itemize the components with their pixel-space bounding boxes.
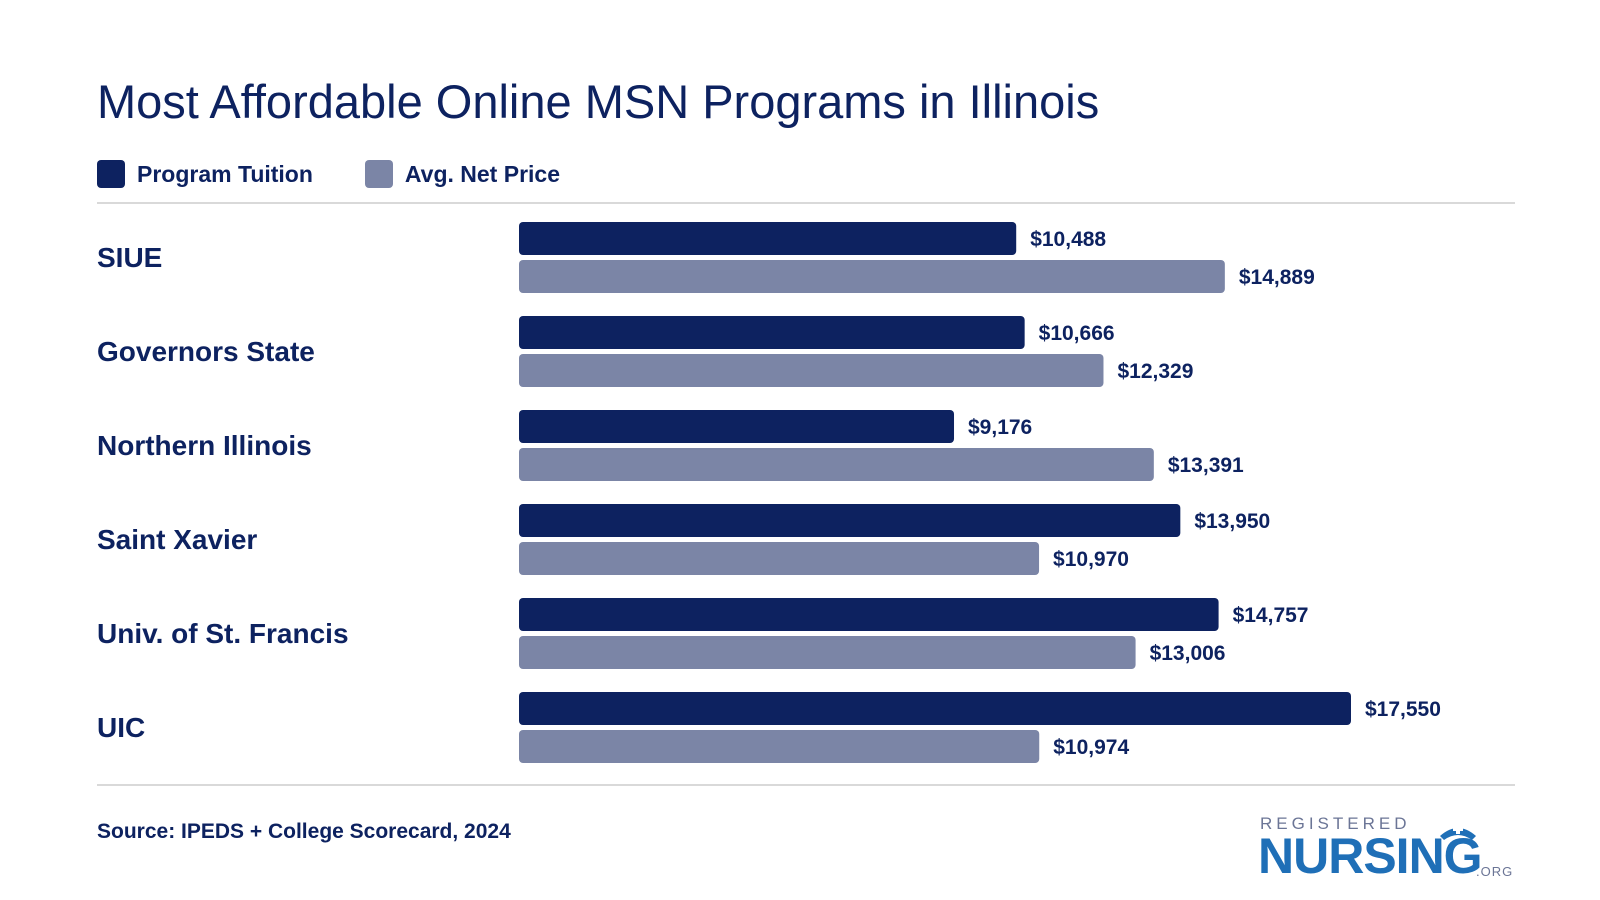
bar-avg-net-price-univ-of-st-francis (519, 636, 1136, 669)
nurse-cap-icon (1440, 824, 1476, 840)
category-label-governors-state: Governors State (97, 336, 315, 367)
source-note: Source: IPEDS + College Scorecard, 2024 (97, 820, 511, 843)
category-label-uic: UIC (97, 712, 145, 743)
value-label-program-tuition-governors-state: $10,666 (1039, 322, 1115, 345)
logo-top-text: REGISTERED (1260, 814, 1411, 833)
legend: Program Tuition Avg. Net Price (97, 160, 612, 188)
bar-program-tuition-saint-xavier (519, 504, 1181, 537)
bottom-divider (97, 784, 1515, 786)
value-label-program-tuition-saint-xavier: $13,950 (1194, 510, 1270, 533)
legend-item-avg-net-price: Avg. Net Price (364, 160, 560, 188)
legend-item-program-tuition: Program Tuition (97, 160, 313, 188)
logo-suffix-text: .ORG (1476, 864, 1514, 879)
bar-program-tuition-northern-illinois (519, 410, 955, 443)
value-label-avg-net-price-uic: $10,974 (1053, 736, 1129, 759)
bar-avg-net-price-saint-xavier (519, 542, 1040, 575)
value-label-program-tuition-uic: $17,550 (1365, 698, 1441, 721)
bar-avg-net-price-northern-illinois (519, 448, 1154, 481)
value-label-avg-net-price-siue: $14,889 (1239, 266, 1315, 289)
legend-swatch-avg-net-price (364, 160, 393, 188)
category-label-univ-of-st-francis: Univ. of St. Francis (97, 618, 349, 649)
legend-label-program-tuition: Program Tuition (137, 160, 313, 187)
bar-program-tuition-uic (519, 692, 1351, 725)
legend-swatch-program-tuition (97, 160, 125, 188)
bar-program-tuition-univ-of-st-francis (519, 598, 1219, 631)
category-label-saint-xavier: Saint Xavier (97, 524, 257, 555)
value-label-avg-net-price-northern-illinois: $13,391 (1168, 454, 1244, 477)
bar-avg-net-price-uic (519, 730, 1040, 763)
top-divider (97, 202, 1515, 204)
value-label-avg-net-price-saint-xavier: $10,970 (1053, 548, 1129, 571)
value-label-program-tuition-siue: $10,488 (1030, 228, 1106, 251)
category-label-northern-illinois: Northern Illinois (97, 430, 312, 461)
bar-program-tuition-governors-state (519, 316, 1025, 349)
value-label-avg-net-price-governors-state: $12,329 (1117, 360, 1193, 383)
value-label-program-tuition-northern-illinois: $9,176 (968, 416, 1032, 439)
bar-program-tuition-siue (519, 222, 1017, 255)
value-label-program-tuition-univ-of-st-francis: $14,757 (1233, 604, 1309, 627)
legend-label-avg-net-price: Avg. Net Price (404, 160, 560, 187)
registered-nursing-logo: REGISTERED NURSING .ORG (1258, 814, 1518, 884)
value-label-avg-net-price-univ-of-st-francis: $13,006 (1150, 642, 1226, 665)
chart-title: Most Affordable Online MSN Programs in I… (97, 75, 1100, 128)
bar-avg-net-price-governors-state (519, 354, 1104, 387)
category-label-siue: SIUE (97, 242, 162, 273)
bar-avg-net-price-siue (519, 260, 1225, 293)
